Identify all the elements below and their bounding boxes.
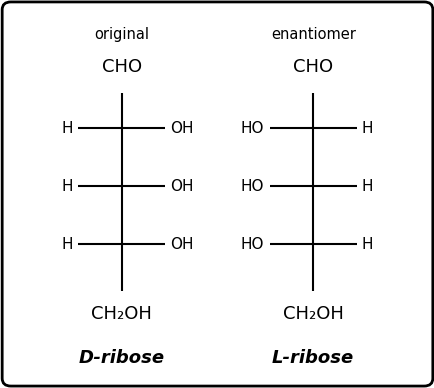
Text: H: H bbox=[361, 237, 372, 252]
Text: OH: OH bbox=[170, 121, 194, 135]
Text: D-ribose: D-ribose bbox=[79, 349, 164, 367]
Text: OH: OH bbox=[170, 237, 194, 252]
Text: original: original bbox=[94, 27, 149, 42]
Text: H: H bbox=[62, 179, 73, 194]
Text: H: H bbox=[361, 179, 372, 194]
Text: H: H bbox=[361, 121, 372, 135]
Text: L-ribose: L-ribose bbox=[271, 349, 354, 367]
Text: CHO: CHO bbox=[102, 58, 141, 76]
Text: CH₂OH: CH₂OH bbox=[91, 305, 152, 322]
Text: HO: HO bbox=[240, 237, 264, 252]
Text: HO: HO bbox=[240, 179, 264, 194]
Text: enantiomer: enantiomer bbox=[270, 27, 355, 42]
Text: HO: HO bbox=[240, 121, 264, 135]
Text: CHO: CHO bbox=[293, 58, 332, 76]
Text: H: H bbox=[62, 237, 73, 252]
Text: OH: OH bbox=[170, 179, 194, 194]
Text: H: H bbox=[62, 121, 73, 135]
Text: CH₂OH: CH₂OH bbox=[282, 305, 343, 322]
